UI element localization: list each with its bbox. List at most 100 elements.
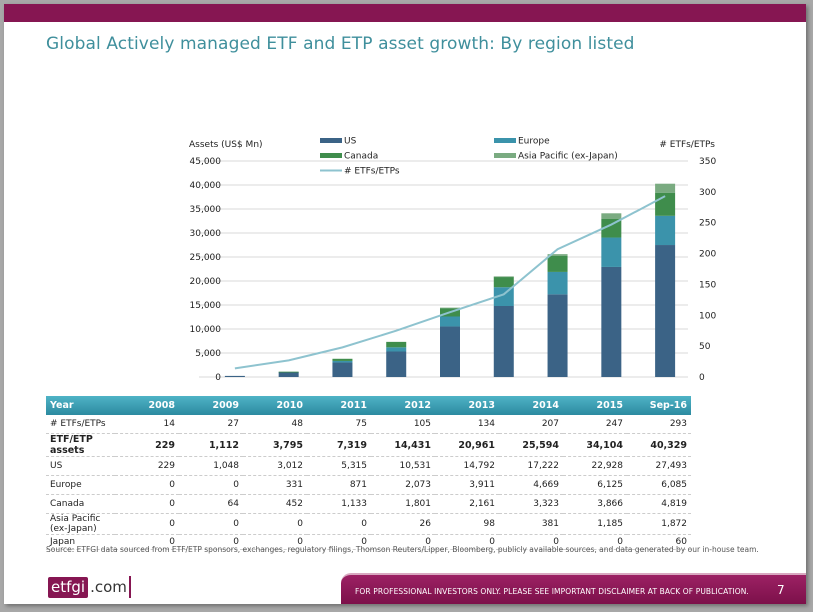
bar-us-2014 [547, 294, 568, 377]
y-tick-label: 30,000 [190, 229, 222, 239]
row-label: ETF/ETP assets [46, 433, 115, 457]
y-tick-label: 20,000 [190, 277, 222, 287]
table-cell: 27 [179, 415, 243, 434]
table-cell: 4,669 [499, 475, 563, 495]
table-cell: 1,048 [179, 456, 243, 476]
row-label: Japan [46, 534, 115, 550]
table-cell: 247 [563, 415, 627, 434]
table-cell: 0 [243, 513, 307, 535]
bar-canada-2009 [278, 371, 299, 373]
bar-canada-2011 [386, 341, 407, 348]
bar-europe-2010 [332, 360, 353, 363]
legend-swatch [494, 138, 516, 143]
table-cell: 75 [307, 415, 371, 434]
legend-item: Europe [494, 137, 550, 147]
bar-europe-2013 [493, 287, 514, 306]
row-label: US [46, 456, 115, 476]
table-cell: 22,928 [563, 456, 627, 476]
legend-label: Europe [518, 137, 550, 147]
table-cell: 1,133 [307, 494, 371, 514]
bar-canada-2015 [601, 218, 622, 238]
y2-tick-label: 300 [699, 188, 716, 198]
legend-item: US [320, 137, 357, 147]
bar-europe-2012 [440, 316, 460, 327]
table-cell: 381 [499, 513, 563, 535]
y-tick-label: 35,000 [190, 205, 222, 215]
row-label: Canada [46, 494, 115, 514]
logo-brand: etfgi [48, 576, 89, 598]
legend-item: Canada [320, 152, 378, 162]
y2-tick-label: 200 [699, 250, 716, 260]
y2-tick-label: 0 [699, 373, 705, 383]
table-cell: 1,801 [371, 494, 435, 514]
table-row: Europe 0 0 331 871 2,073 3,911 4,669 6,125 6,085 [46, 475, 691, 495]
bar-europe-2011 [386, 347, 407, 352]
bar-asia-pacific-ex-japan--2015 [601, 213, 622, 219]
table-cell: 60 [627, 534, 691, 550]
column-header-2009: 2009 [179, 396, 243, 415]
table-cell: 14 [115, 415, 179, 434]
table-cell: 26 [371, 513, 435, 535]
table-cell: 0 [179, 475, 243, 495]
table-cell: 40,329 [627, 433, 691, 457]
table-cell: 3,795 [243, 433, 307, 457]
table-row: Japan 0 0 0 0 0 0 0 0 60 [46, 534, 691, 550]
table-cell: 0 [115, 494, 179, 514]
legend-label: Canada [344, 152, 378, 162]
table-row: Asia Pacific (ex-Japan) 0 0 0 0 26 98 381 1,185 1… [46, 513, 691, 535]
table-cell: 105 [371, 415, 435, 434]
y2-tick-label: 50 [699, 342, 711, 352]
y2-tick-label: 350 [699, 157, 716, 167]
bar-canada-2013 [493, 276, 514, 288]
table-cell: 0 [179, 534, 243, 550]
legend: US Europe Canada Asia Pacific (ex-Japan) # E… [320, 137, 618, 177]
table-cell: 6,125 [563, 475, 627, 495]
table-cell: 0 [563, 534, 627, 550]
column-header-2013: 2013 [435, 396, 499, 415]
table-cell: 6,085 [627, 475, 691, 495]
column-header-2012: 2012 [371, 396, 435, 415]
table-cell: 34,104 [563, 433, 627, 457]
bar-europe-Sep-16 [655, 215, 676, 246]
page-number: 7 [777, 583, 785, 597]
table-cell: 1,112 [179, 433, 243, 457]
table-cell: 0 [115, 534, 179, 550]
logo-domain: .com [90, 578, 127, 596]
table-row: US 229 1,048 3,012 5,315 10,531 14,792 17,222 22… [46, 456, 691, 476]
etf-count-line [234, 195, 666, 370]
bar-us-2015 [601, 266, 622, 377]
table-cell: 0 [307, 513, 371, 535]
table-cell: 3,911 [435, 475, 499, 495]
legend-label: US [344, 137, 357, 147]
table-cell: 5,315 [307, 456, 371, 476]
table-cell: 27,493 [627, 456, 691, 476]
row-label: Asia Pacific (ex-Japan) [46, 513, 115, 535]
column-header-year: Year [46, 396, 115, 415]
bar-us-2010 [332, 362, 353, 377]
table-cell: 10,531 [371, 456, 435, 476]
bar-us-2012 [440, 326, 460, 377]
table-cell: 134 [435, 415, 499, 434]
y-tick-label: 15,000 [190, 301, 222, 311]
bar-asia-pacific-ex-japan--Sep-16 [655, 183, 676, 193]
table-cell: 0 [179, 513, 243, 535]
column-header-2011: 2011 [307, 396, 371, 415]
table-cell: 1,872 [627, 513, 691, 535]
y2-tick-label: 250 [699, 219, 716, 229]
y-axis-right: 0 50 100 150 200 250 300 350 [699, 157, 716, 383]
bar-us-2011 [386, 351, 407, 377]
table-header-row: Year 2008 2009 2010 2011 2012 2013 2014 2015 Sep-… [46, 396, 691, 415]
y-tick-label: 0 [215, 373, 221, 383]
data-table: Year 2008 2009 2010 2011 2012 2013 2014 2015 Sep-… [46, 396, 691, 550]
bar-europe-2014 [547, 271, 568, 295]
legend-label: # ETFs/ETPs [344, 167, 400, 177]
y2-axis-label: # ETFs/ETPs [659, 140, 715, 150]
table-cell: 14,431 [371, 433, 435, 457]
table-cell: 4,819 [627, 494, 691, 514]
bar-us-Sep-16 [655, 245, 676, 377]
table-cell: 0 [307, 534, 371, 550]
column-header-2014: 2014 [499, 396, 563, 415]
y-axis-left: 0 5,000 10,000 15,000 20,000 25,000 30,000 35,0… [190, 157, 222, 383]
y-tick-label: 45,000 [190, 157, 222, 167]
bar-us-2009 [278, 371, 299, 377]
